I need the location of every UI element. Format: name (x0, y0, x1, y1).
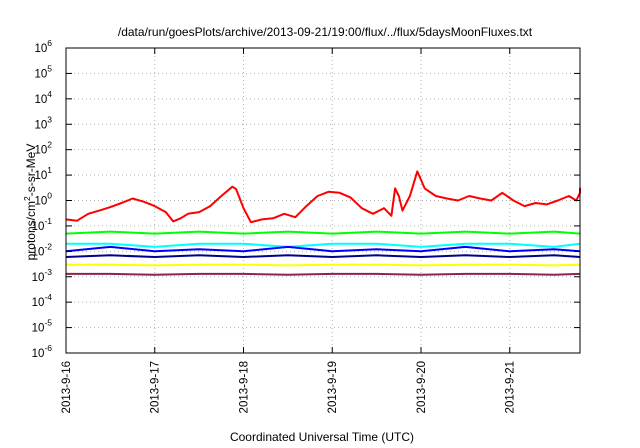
series-line-7 (66, 272, 581, 276)
x-tick-label: 2013-9-21 (505, 361, 517, 413)
y-tick-label: 10-3 (32, 267, 53, 284)
x-tick-label: 2013-9-18 (238, 361, 250, 413)
tick-marks (65, 47, 580, 354)
y-tick-label: 103 (34, 114, 52, 131)
y-tick-label: 104 (34, 89, 52, 106)
y-tick-label: 10-6 (32, 343, 53, 360)
y-tick-label: 105 (34, 63, 52, 80)
y-tick-label: 102 (34, 140, 52, 157)
x-tick-labels: 2013-9-16 2013-9-17 2013-9-18 2013-9-19 2013… (61, 361, 517, 413)
x-tick-label: 2013-9-19 (327, 361, 339, 413)
series-line-3 (66, 242, 581, 248)
series-line-4 (65, 245, 581, 253)
series-line-5 (65, 254, 581, 258)
y-tick-label: 10-2 (32, 241, 53, 258)
y-tick-label: 101 (34, 165, 52, 182)
chart-title: /data/run/goesPlots/archive/2013-09-21/1… (118, 25, 533, 39)
x-tick-label: 2013-9-20 (416, 361, 428, 413)
y-tick-labels: 10-6 10-5 10-4 10-3 10-2 10-1 100 101 102 103 104 1… (32, 38, 53, 360)
y-axis-title: protons/cm2-s-sr-MeV (22, 144, 38, 261)
series-line-2 (65, 230, 581, 235)
y-tick-label: 10-5 (32, 318, 53, 335)
y-axis-title-sup: 2 (22, 196, 32, 201)
y-tick-label: 10-1 (32, 216, 53, 233)
y-tick-label: 106 (34, 38, 52, 55)
x-tick-label: 2013-9-17 (150, 361, 162, 413)
y-tick-label: 100 (34, 191, 52, 208)
series-line-6 (66, 263, 581, 267)
y-axis-title-post: -s-sr-MeV (24, 144, 38, 197)
x-axis-title: Coordinated Universal Time (UTC) (230, 430, 414, 444)
y-axis-title-pre: protons/cm (24, 201, 38, 260)
series-line-1 (65, 170, 581, 224)
series-lines (65, 170, 581, 276)
y-tick-label: 10-4 (32, 292, 53, 309)
x-tick-label: 2013-9-16 (61, 361, 73, 413)
